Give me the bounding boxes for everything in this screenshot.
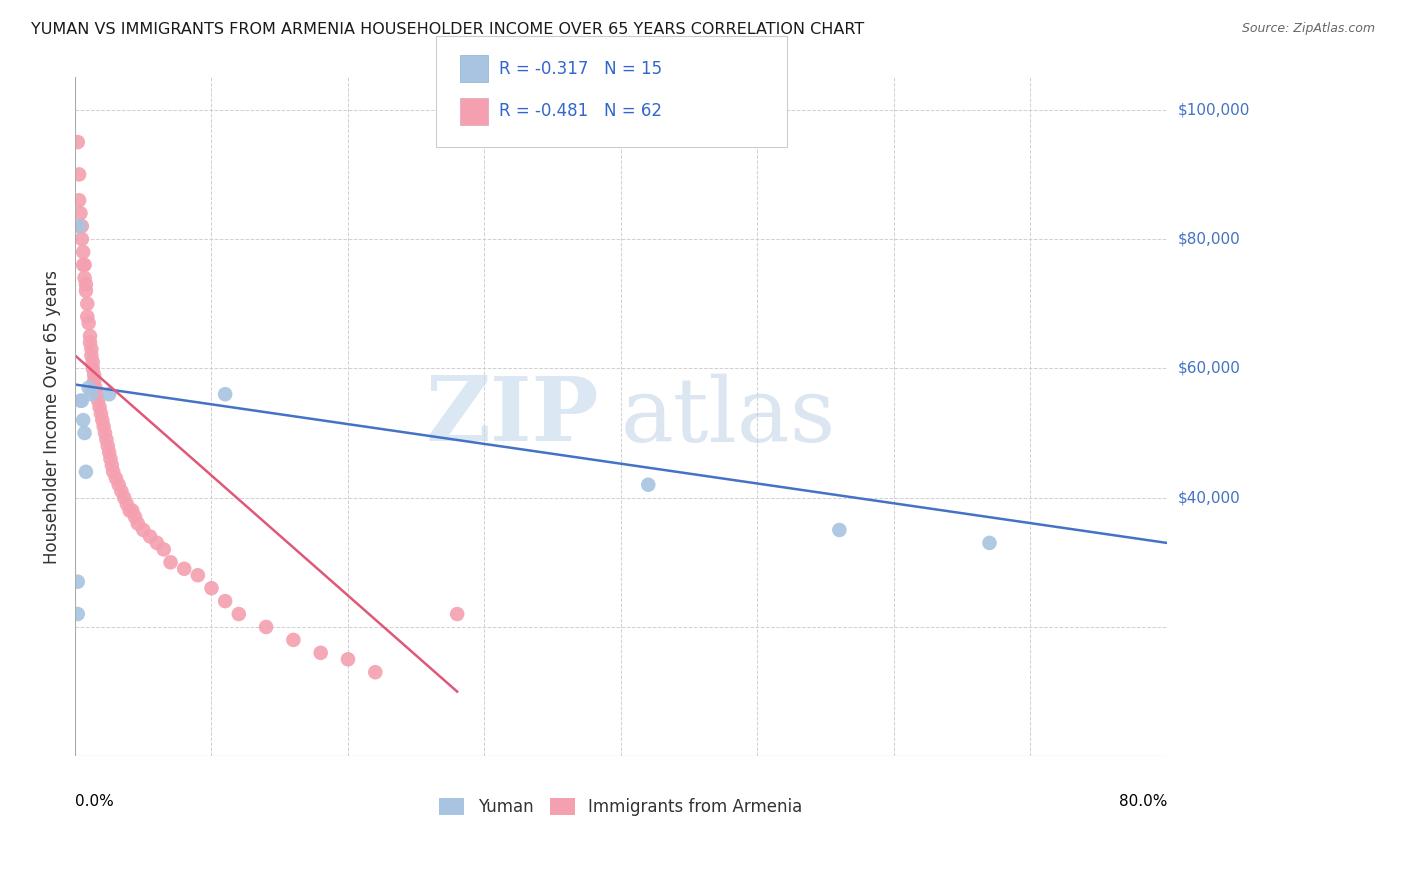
Point bbox=[72, 413, 94, 427]
Point bbox=[80, 342, 103, 356]
Point bbox=[283, 632, 305, 647]
Point bbox=[115, 497, 138, 511]
Point bbox=[118, 503, 141, 517]
Point bbox=[76, 296, 98, 310]
Point bbox=[112, 491, 135, 505]
Point bbox=[159, 555, 181, 569]
Point bbox=[72, 245, 94, 260]
Point bbox=[91, 413, 114, 427]
Point bbox=[66, 135, 89, 149]
Point bbox=[93, 419, 115, 434]
Point bbox=[80, 387, 103, 401]
Point bbox=[127, 516, 149, 531]
Point bbox=[228, 607, 250, 621]
Point bbox=[132, 523, 155, 537]
Text: ZIP: ZIP bbox=[426, 374, 599, 460]
Point bbox=[67, 168, 90, 182]
Point bbox=[139, 529, 162, 543]
Point bbox=[103, 465, 125, 479]
Point bbox=[73, 270, 96, 285]
Point bbox=[637, 477, 659, 491]
Text: YUMAN VS IMMIGRANTS FROM ARMENIA HOUSEHOLDER INCOME OVER 65 YEARS CORRELATION CH: YUMAN VS IMMIGRANTS FROM ARMENIA HOUSEHO… bbox=[31, 22, 865, 37]
Point bbox=[69, 206, 91, 220]
Point bbox=[73, 258, 96, 272]
Point bbox=[446, 607, 468, 621]
Point bbox=[97, 439, 120, 453]
Point bbox=[73, 425, 96, 440]
Point bbox=[214, 387, 236, 401]
Point bbox=[86, 387, 108, 401]
Point bbox=[77, 316, 100, 330]
Point bbox=[94, 425, 117, 440]
Point bbox=[77, 381, 100, 395]
Point bbox=[66, 607, 89, 621]
Text: 80.0%: 80.0% bbox=[1119, 794, 1167, 808]
Point bbox=[214, 594, 236, 608]
Point bbox=[200, 581, 222, 595]
Point bbox=[173, 562, 195, 576]
Y-axis label: Householder Income Over 65 years: Householder Income Over 65 years bbox=[44, 270, 60, 564]
Point bbox=[82, 355, 104, 369]
Point bbox=[75, 284, 97, 298]
Point bbox=[69, 393, 91, 408]
Point bbox=[104, 471, 127, 485]
Point bbox=[90, 407, 112, 421]
Point bbox=[100, 451, 122, 466]
Point bbox=[146, 536, 169, 550]
Point bbox=[70, 393, 93, 408]
Text: $100,000: $100,000 bbox=[1178, 103, 1250, 117]
Point bbox=[70, 232, 93, 246]
Point bbox=[152, 542, 174, 557]
Point bbox=[83, 374, 105, 388]
Point bbox=[124, 510, 146, 524]
Point bbox=[187, 568, 209, 582]
Point bbox=[72, 258, 94, 272]
Point bbox=[84, 381, 107, 395]
Point bbox=[80, 348, 103, 362]
Point bbox=[67, 194, 90, 208]
Point bbox=[76, 310, 98, 324]
Point bbox=[79, 335, 101, 350]
Point bbox=[107, 477, 129, 491]
Text: Source: ZipAtlas.com: Source: ZipAtlas.com bbox=[1241, 22, 1375, 36]
Text: R = -0.481   N = 62: R = -0.481 N = 62 bbox=[499, 103, 662, 120]
Point bbox=[75, 465, 97, 479]
Point bbox=[70, 219, 93, 234]
Legend: Yuman, Immigrants from Armenia: Yuman, Immigrants from Armenia bbox=[433, 791, 810, 822]
Point bbox=[98, 387, 121, 401]
Text: $60,000: $60,000 bbox=[1178, 361, 1241, 376]
Text: $80,000: $80,000 bbox=[1178, 232, 1240, 246]
Point bbox=[364, 665, 387, 680]
Point bbox=[75, 277, 97, 292]
Point bbox=[254, 620, 277, 634]
Point bbox=[66, 574, 89, 589]
Point bbox=[83, 368, 105, 382]
Point bbox=[82, 361, 104, 376]
Text: atlas: atlas bbox=[621, 373, 837, 460]
Point bbox=[979, 536, 1001, 550]
Point bbox=[337, 652, 360, 666]
Text: 0.0%: 0.0% bbox=[75, 794, 114, 808]
Point bbox=[110, 484, 132, 499]
Point bbox=[96, 433, 118, 447]
Text: $40,000: $40,000 bbox=[1178, 491, 1240, 505]
Point bbox=[121, 503, 143, 517]
Point bbox=[79, 329, 101, 343]
Point bbox=[89, 400, 111, 414]
Point bbox=[828, 523, 851, 537]
Point bbox=[87, 393, 110, 408]
Point bbox=[67, 219, 90, 234]
Text: R = -0.317   N = 15: R = -0.317 N = 15 bbox=[499, 60, 662, 78]
Point bbox=[101, 458, 124, 473]
Point bbox=[309, 646, 332, 660]
Point bbox=[98, 445, 121, 459]
